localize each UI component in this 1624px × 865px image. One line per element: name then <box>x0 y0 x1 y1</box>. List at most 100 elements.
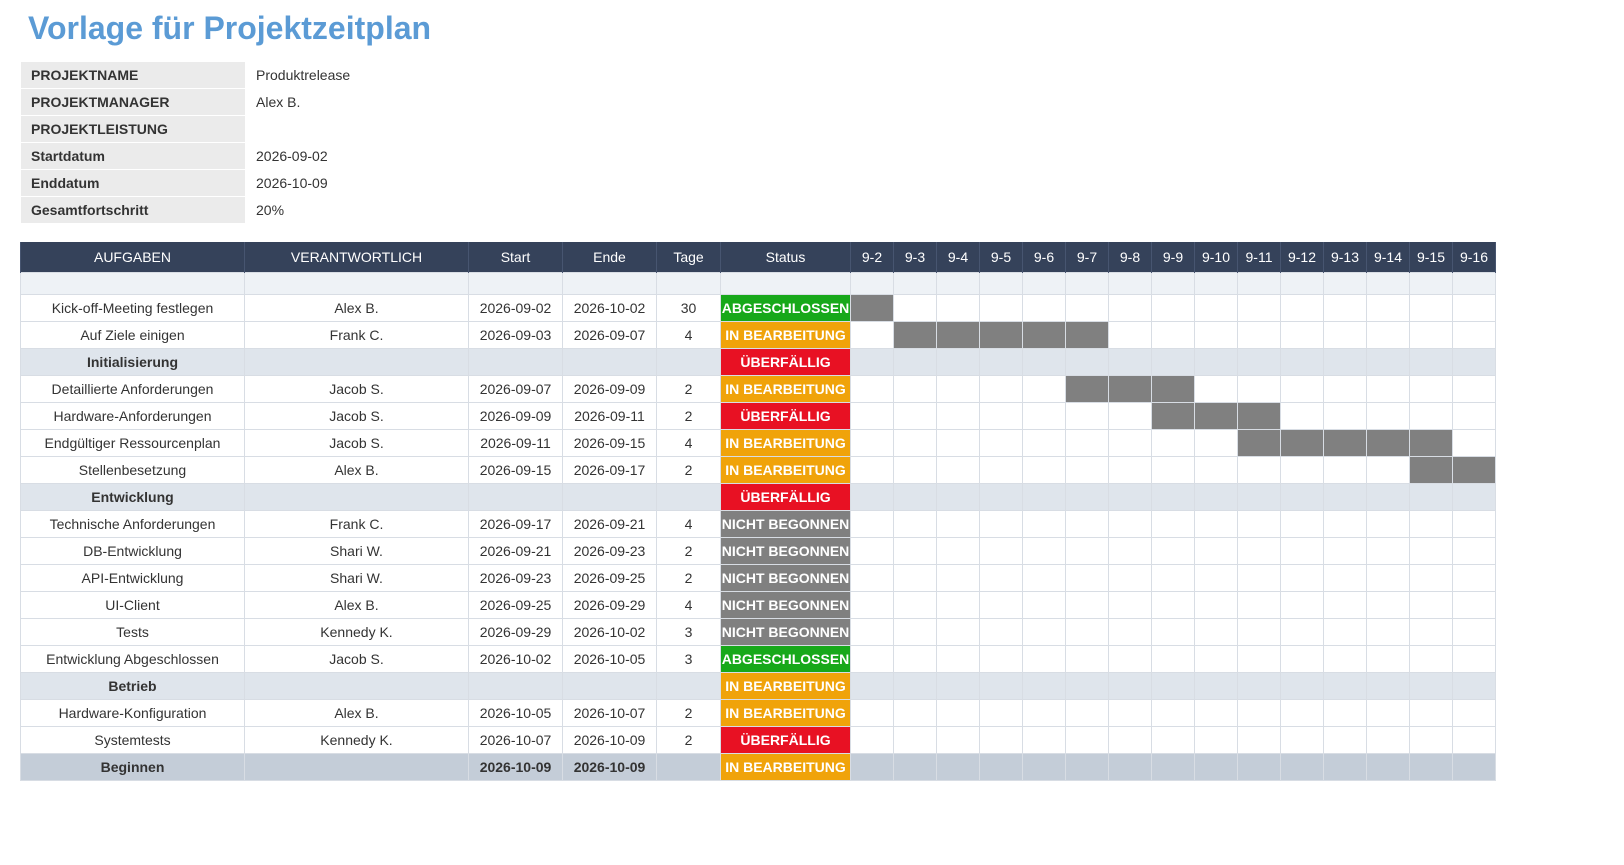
gantt-cell <box>1453 348 1496 375</box>
gantt-cell <box>1324 564 1367 591</box>
gantt-cell <box>1324 537 1367 564</box>
gantt-cell <box>1324 402 1367 429</box>
status-badge: ÜBERFÄLLIG <box>721 483 851 510</box>
task-start: 2026-10-05 <box>469 699 563 726</box>
gantt-cell <box>1109 348 1152 375</box>
gantt-cell <box>1152 726 1195 753</box>
gantt-cell <box>894 510 937 537</box>
gantt-cell <box>1367 456 1410 483</box>
gantt-cell <box>1152 510 1195 537</box>
col-header-day: 9-11 <box>1238 242 1281 272</box>
gantt-cell <box>1195 591 1238 618</box>
gantt-cell <box>980 672 1023 699</box>
gantt-cell <box>1066 348 1109 375</box>
gantt-cell <box>851 294 894 321</box>
gantt-cell <box>1238 402 1281 429</box>
task-end: 2026-09-09 <box>563 375 657 402</box>
gantt-cell <box>1367 294 1410 321</box>
gantt-cell <box>1109 456 1152 483</box>
gantt-cell <box>1023 618 1066 645</box>
gantt-cell <box>980 591 1023 618</box>
task-days <box>657 348 721 375</box>
gantt-cell <box>894 537 937 564</box>
task-name: Endgültiger Ressourcenplan <box>21 429 245 456</box>
task-row: DB-EntwicklungShari W.2026-09-212026-09-… <box>21 537 1496 564</box>
gantt-cell <box>1023 456 1066 483</box>
col-header-day: 9-14 <box>1367 242 1410 272</box>
gantt-cell <box>980 645 1023 672</box>
task-owner: Jacob S. <box>245 402 469 429</box>
task-owner: Alex B. <box>245 294 469 321</box>
gantt-cell <box>894 699 937 726</box>
status-badge: ABGESCHLOSSEN <box>721 645 851 672</box>
gantt-cell <box>1238 375 1281 402</box>
gantt-cell <box>980 618 1023 645</box>
gantt-cell <box>980 294 1023 321</box>
task-name: DB-Entwicklung <box>21 537 245 564</box>
gantt-cell <box>1109 564 1152 591</box>
gantt-cell <box>1453 564 1496 591</box>
gantt-cell <box>1410 726 1453 753</box>
gantt-cell <box>980 456 1023 483</box>
col-header-day: 9-12 <box>1281 242 1324 272</box>
task-owner: Shari W. <box>245 564 469 591</box>
gantt-cell <box>894 564 937 591</box>
task-end <box>563 672 657 699</box>
gantt-cell <box>851 348 894 375</box>
task-days: 2 <box>657 537 721 564</box>
gantt-cell <box>851 483 894 510</box>
task-owner <box>245 348 469 375</box>
gantt-cell <box>1023 348 1066 375</box>
gantt-cell <box>1066 321 1109 348</box>
gantt-cell <box>1238 429 1281 456</box>
status-badge: NICHT BEGONNEN <box>721 537 851 564</box>
meta-label: Gesamtfortschritt <box>21 197 246 224</box>
meta-label: PROJEKTMANAGER <box>21 89 246 116</box>
gantt-cell <box>1023 726 1066 753</box>
gantt-cell <box>1238 726 1281 753</box>
task-start: 2026-10-07 <box>469 726 563 753</box>
task-end: 2026-09-21 <box>563 510 657 537</box>
task-name: Initialisierung <box>21 348 245 375</box>
gantt-cell <box>1410 537 1453 564</box>
status-badge: IN BEARBEITUNG <box>721 321 851 348</box>
gantt-cell <box>1023 564 1066 591</box>
gantt-cell <box>1066 645 1109 672</box>
task-end: 2026-10-09 <box>563 726 657 753</box>
gantt-cell <box>937 537 980 564</box>
gantt-cell <box>1195 672 1238 699</box>
gantt-cell <box>1238 618 1281 645</box>
status-badge: ÜBERFÄLLIG <box>721 402 851 429</box>
gantt-cell <box>1023 672 1066 699</box>
meta-value: 20% <box>246 197 450 224</box>
gantt-cell <box>1152 321 1195 348</box>
task-name: Systemtests <box>21 726 245 753</box>
gantt-cell <box>1410 483 1453 510</box>
gantt-cell <box>1281 618 1324 645</box>
status-badge: NICHT BEGONNEN <box>721 510 851 537</box>
gantt-cell <box>851 699 894 726</box>
status-badge: ÜBERFÄLLIG <box>721 348 851 375</box>
gantt-cell <box>1023 537 1066 564</box>
gantt-cell <box>1238 564 1281 591</box>
col-header-day: 9-3 <box>894 242 937 272</box>
gantt-cell <box>1367 510 1410 537</box>
gantt-cell <box>1324 348 1367 375</box>
gantt-cell <box>1238 294 1281 321</box>
gantt-cell <box>1410 753 1453 780</box>
gantt-cell <box>1410 645 1453 672</box>
task-row: TestsKennedy K.2026-09-292026-10-023NICH… <box>21 618 1496 645</box>
gantt-cell <box>1281 753 1324 780</box>
gantt-cell <box>1109 618 1152 645</box>
gantt-cell <box>1410 429 1453 456</box>
gantt-cell <box>980 348 1023 375</box>
gantt-cell <box>980 726 1023 753</box>
gantt-cell <box>1410 591 1453 618</box>
task-start: 2026-10-09 <box>469 753 563 780</box>
task-end: 2026-10-02 <box>563 294 657 321</box>
gantt-cell <box>1324 294 1367 321</box>
gantt-cell <box>1324 699 1367 726</box>
gantt-cell <box>894 645 937 672</box>
gantt-cell <box>1453 753 1496 780</box>
task-name: Tests <box>21 618 245 645</box>
